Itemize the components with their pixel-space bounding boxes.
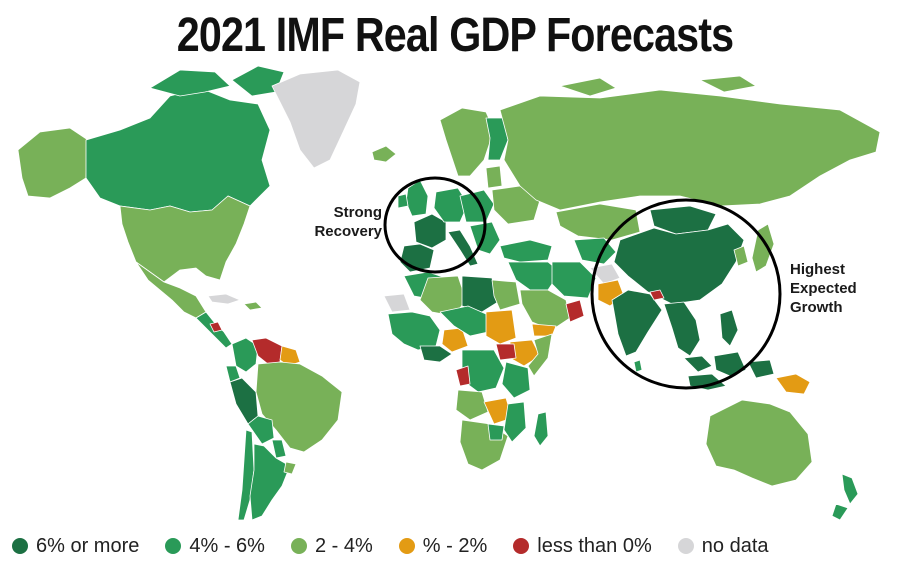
region-somalia	[527, 333, 553, 377]
legend-label: less than 0%	[537, 534, 652, 557]
strong-recovery-line2: Recovery	[314, 223, 382, 240]
region-south-sudan	[495, 343, 517, 361]
region-bolivia	[247, 415, 275, 445]
region-ireland	[397, 193, 409, 209]
region-new-zealand-2	[831, 503, 849, 521]
region-alaska	[17, 127, 89, 199]
region-canada-arctic-2	[231, 65, 285, 97]
region-oman	[565, 299, 585, 323]
region-sudan	[485, 309, 517, 345]
legend-label: 4% - 6%	[189, 534, 265, 557]
region-zimbabwe	[487, 423, 505, 441]
highest-growth-circle	[590, 198, 782, 390]
region-russia	[499, 89, 881, 211]
region-korea	[733, 245, 749, 267]
legend-label: no data	[701, 534, 769, 557]
region-se-asia	[663, 301, 701, 357]
highest-growth-label: Highest Expected Growth	[790, 260, 890, 317]
region-indonesia-3	[747, 359, 775, 379]
region-brazil	[255, 361, 343, 453]
legend-item-4-6: 4% - 6%	[165, 535, 265, 558]
legend: 6% or more 4% - 6% 2 - 4% % - 2% less th…	[12, 533, 902, 559]
strong-recovery-label: Strong Recovery	[300, 203, 382, 241]
region-indonesia-2	[713, 351, 747, 377]
region-congo-red	[455, 365, 471, 387]
region-germany-benelux	[433, 187, 469, 223]
region-norway-sweden	[439, 107, 495, 177]
region-peru	[229, 377, 259, 425]
region-canada-arctic	[149, 69, 231, 97]
region-hispaniola	[243, 301, 263, 311]
region-india	[611, 289, 663, 357]
region-yemen	[531, 323, 557, 337]
region-east-africa	[501, 361, 531, 399]
region-afghanistan	[589, 263, 621, 285]
region-mozambique	[503, 401, 527, 443]
region-russia-arctic-2	[699, 75, 757, 93]
legend-item-0-2: % - 2%	[398, 534, 488, 558]
region-canada	[85, 87, 271, 213]
region-sri-lanka	[633, 359, 643, 373]
region-central-europe	[459, 189, 495, 223]
legend-item-no-data: no data	[677, 534, 769, 558]
region-baltics	[485, 165, 503, 189]
region-turkey	[499, 239, 553, 263]
region-cuba	[207, 293, 241, 305]
region-iceland	[371, 145, 397, 163]
legend-swatch-mid-green	[165, 538, 182, 554]
region-central-asia	[573, 237, 617, 265]
region-philippines	[719, 309, 739, 347]
region-angola	[455, 389, 489, 421]
region-saudi	[519, 289, 571, 331]
legend-label: 2 - 4%	[314, 534, 373, 557]
legend-item-2-4: 2 - 4%	[290, 534, 373, 558]
region-iran	[551, 261, 597, 299]
region-nicaragua	[209, 321, 223, 333]
region-png	[775, 373, 811, 395]
region-madagascar	[533, 411, 549, 447]
region-ecuador	[225, 365, 241, 383]
highest-growth-line2: Expected	[790, 280, 857, 297]
strong-recovery-line1: Strong	[333, 204, 382, 221]
region-russia-arctic	[559, 77, 617, 97]
legend-item-6-or-more: 6% or more	[12, 535, 139, 558]
region-japan	[751, 223, 775, 273]
region-argentina	[249, 443, 291, 521]
map-title: 2021 IMF Real GDP Forecasts	[176, 9, 734, 62]
region-west-africa	[387, 311, 441, 351]
legend-swatch-red	[513, 538, 530, 554]
region-france	[413, 213, 447, 249]
region-kazakhstan	[555, 203, 641, 241]
region-greenland	[271, 69, 361, 169]
region-egypt	[491, 279, 521, 311]
region-myanmar-nepal	[649, 289, 665, 301]
region-australia	[705, 399, 813, 487]
legend-item-less-than-0: less than 0%	[513, 535, 652, 558]
legend-swatch-dark-green	[12, 538, 28, 554]
legend-swatch-orange	[398, 538, 415, 554]
region-western-sahara	[383, 293, 411, 313]
highest-growth-line1: Highest	[790, 261, 846, 278]
region-libya	[461, 275, 499, 313]
legend-swatch-light-green	[290, 538, 307, 554]
region-uruguay	[283, 461, 297, 475]
region-malaysia	[683, 355, 713, 373]
strong-recovery-circle	[383, 176, 487, 274]
region-new-zealand	[841, 473, 859, 505]
highest-growth-line3: Growth	[790, 299, 843, 316]
legend-swatch-gray	[677, 538, 694, 554]
legend-label: 6% or more	[36, 534, 140, 557]
region-paraguay	[271, 439, 287, 459]
region-balkans	[469, 221, 501, 255]
region-china	[613, 223, 745, 305]
legend-label: % - 2%	[422, 534, 488, 557]
region-west-africa-2	[419, 345, 453, 363]
